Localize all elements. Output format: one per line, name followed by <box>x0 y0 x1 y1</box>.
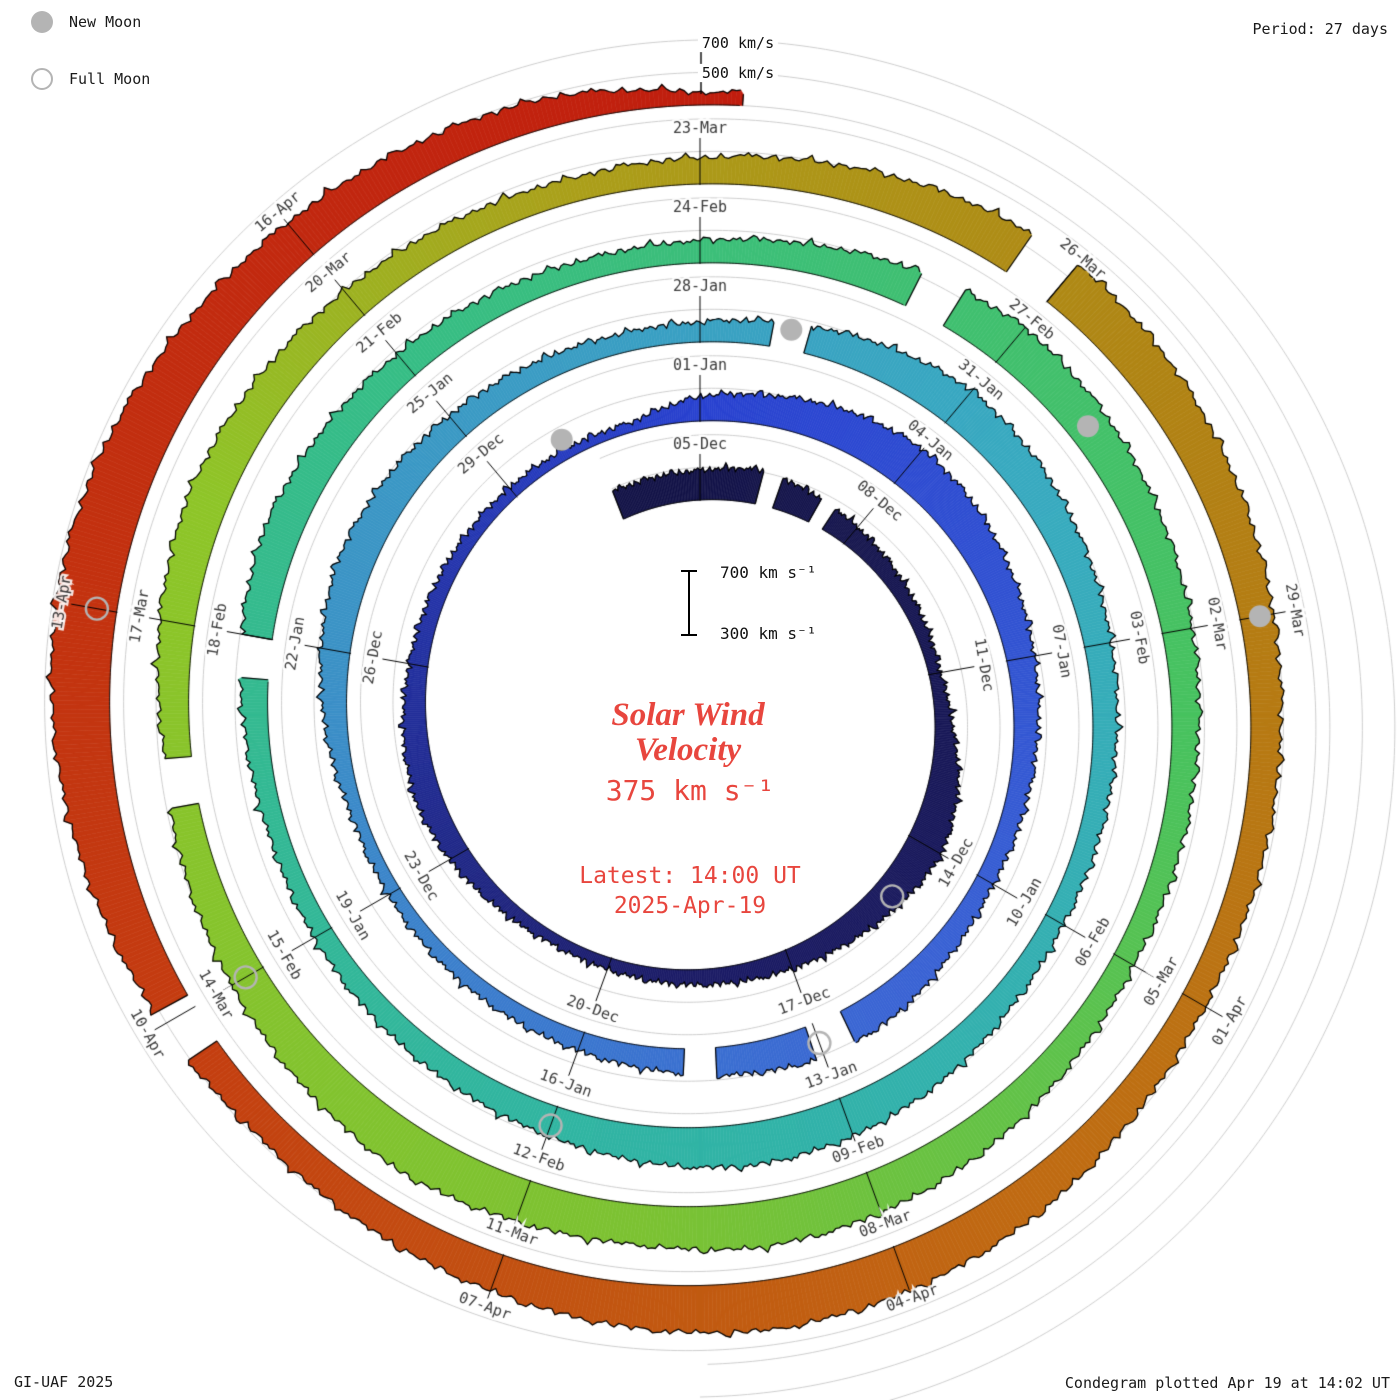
new-moon-icon <box>31 11 53 33</box>
latest-timestamp: Latest: 14:00 UT 2025-Apr-19 <box>579 862 801 922</box>
latest-line2: 2025-Apr-19 <box>613 892 767 919</box>
credit-right: Condegram plotted Apr 19 at 14:02 UT <box>1064 1374 1390 1392</box>
velocity-scale-bar: 700 km s⁻¹ 300 km s⁻¹ <box>678 563 818 644</box>
current-velocity-value: 375 km s⁻¹ <box>605 774 775 807</box>
full-moon-icon <box>31 68 53 90</box>
scale-700-label: 700 km/s <box>697 34 779 52</box>
chart-title: Solar Wind Velocity <box>611 698 764 767</box>
chart-title-line1: Solar Wind <box>611 697 765 733</box>
latest-line1: Latest: 14:00 UT <box>579 863 801 889</box>
new-moon-label: New Moon <box>69 13 142 31</box>
scale-bar-cap-top <box>681 570 697 572</box>
legend-new-moon: New Moon <box>31 11 141 33</box>
scale-bar-cap-bottom <box>681 634 697 636</box>
scale-500-label: 500 km/s <box>697 64 779 82</box>
scale-bar-line <box>688 570 690 636</box>
chart-title-line2: Velocity <box>634 731 742 768</box>
scale-bar-300-label: 300 km s⁻¹ <box>720 624 817 643</box>
period-label: Period: 27 days <box>1252 20 1388 38</box>
scale-bar-700-label: 700 km s⁻¹ <box>720 563 817 582</box>
legend-full-moon: Full Moon <box>31 68 150 90</box>
credit-left: GI-UAF 2025 <box>14 1373 114 1391</box>
full-moon-label: Full Moon <box>69 70 151 88</box>
